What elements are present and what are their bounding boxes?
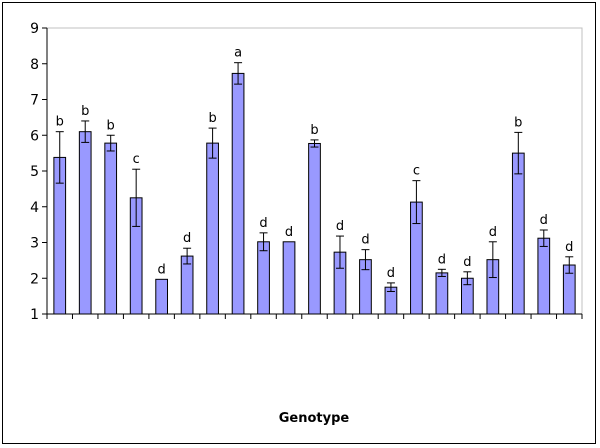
y-tick-label: 4 [30,200,39,216]
bar-letter: c [413,164,420,179]
x-axis-title: Genotype [279,411,350,426]
y-tick-label: 1 [30,307,39,323]
bar-letter: d [387,266,395,281]
bar-letter: b [56,115,64,130]
bar [282,241,296,315]
bar-letter: d [489,225,497,240]
bar-letter: d [336,219,344,234]
bar [155,278,169,315]
bar [257,241,270,315]
bar [78,131,92,315]
bar-letter: d [463,255,471,270]
bar-letter: d [285,225,293,240]
y-tick-label: 3 [30,236,39,252]
bar [511,152,525,315]
bar-letter: c [133,152,140,167]
y-tick-label: 8 [30,57,39,73]
bar-letter: d [565,240,573,255]
y-tick-label: 7 [30,93,39,109]
bar [104,142,118,315]
significance-letters: b b b c d d b a d d b d d d c d d d b d d [56,46,574,281]
bar-letter: d [259,216,267,231]
bar-letter: b [208,111,216,126]
bar [537,237,551,315]
chart-frame [2,2,596,444]
bar [435,272,449,315]
x-axis [46,313,583,319]
bar-letter: b [514,115,522,130]
y-tick-label: 6 [30,128,39,144]
y-axis: 1 2 3 4 5 6 7 8 9 [30,21,48,323]
y-tick-label: 5 [30,164,39,180]
bar-letter: b [107,118,115,133]
bar-letter: d [361,233,369,248]
y-tick-label: 2 [30,271,39,287]
y-tick-label: 9 [30,21,39,37]
error-bars [55,62,574,292]
bar-letter: d [540,213,548,228]
bar-letter: d [183,231,191,246]
bar [206,142,219,315]
bar [231,72,245,315]
bar-letter: d [438,252,446,267]
bar-letter: a [234,46,242,61]
bars [53,72,576,315]
bar-letter: b [81,104,89,119]
bar [308,142,321,315]
bar [180,255,194,315]
bar-letter: d [158,262,166,277]
bar-letter: b [310,123,318,138]
